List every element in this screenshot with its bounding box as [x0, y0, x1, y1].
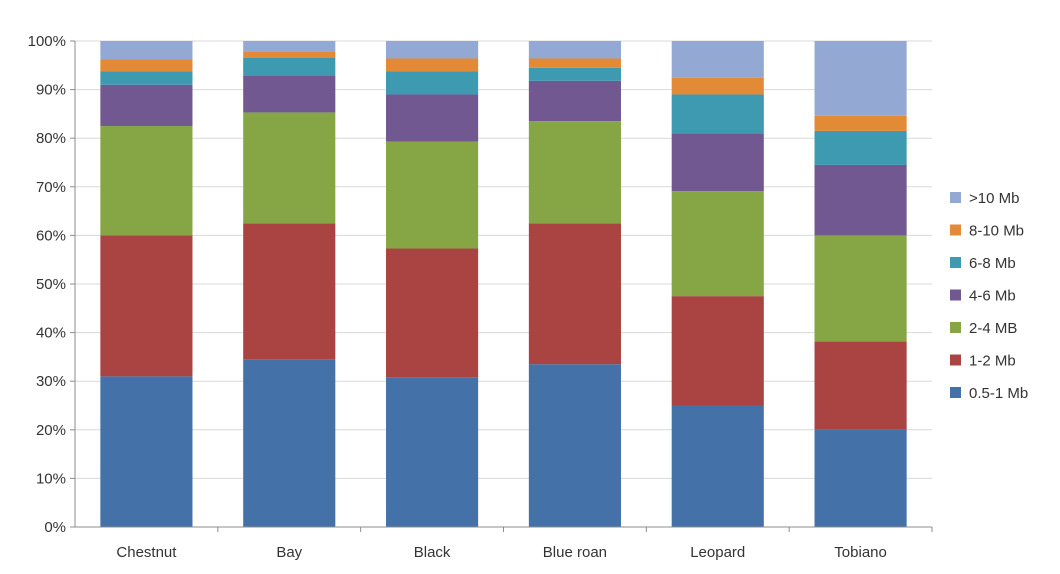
legend-swatch-4-6-mb — [950, 289, 961, 301]
bar-black-0-5-1-mb — [386, 377, 479, 527]
bar-blue-roan-6-8-mb — [528, 67, 621, 81]
bar-bay-8-10-mb — [243, 51, 336, 59]
axes: 0% 10% 20% 30% 40% 50% 60% 70% 80% 90% 100% Chestnu… — [28, 33, 933, 561]
y-tick-label: 20% — [36, 422, 66, 439]
legend-swatch-1-2-mb — [950, 354, 961, 366]
bar-blue-roan-4-6-mb — [528, 80, 621, 122]
legend-label-6-8-mb: 6-8 Mb — [969, 255, 1016, 272]
y-tick-label: 100% — [28, 33, 66, 50]
y-tick-label: 40% — [36, 325, 66, 342]
bar-tobiano-10-mb — [814, 41, 907, 116]
bar-tobiano-8-10-mb — [814, 115, 907, 131]
legend-label-10-mb: >10 Mb — [969, 190, 1019, 207]
bar-blue-roan-1-2-mb — [528, 223, 621, 365]
legend-swatch-0-5-1-mb — [950, 387, 961, 398]
x-tick-label-black: Black — [414, 544, 451, 561]
x-tick-label-leopard: Leopard — [690, 544, 745, 561]
bar-black-8-10-mb — [386, 58, 479, 72]
legend-label-1-2-mb: 1-2 Mb — [969, 353, 1016, 370]
x-tick-label-chestnut: Chestnut — [116, 544, 177, 561]
legend-swatch-10-mb — [950, 192, 961, 203]
legend-label-4-6-mb: 4-6 Mb — [969, 288, 1016, 305]
bar-leopard-4-6-mb — [671, 133, 764, 192]
bar-blue-roan-10-mb — [528, 41, 621, 59]
bar-bay-4-6-mb — [243, 75, 336, 113]
bar-leopard-8-10-mb — [671, 77, 764, 95]
y-tick-label: 30% — [36, 373, 66, 390]
x-tick-label-blue-roan: Blue roan — [543, 544, 607, 561]
y-tick-label: 0% — [44, 519, 66, 536]
bar-tobiano-4-6-mb — [814, 164, 907, 236]
y-tick-label: 50% — [36, 276, 66, 293]
bar-blue-roan-8-10-mb — [528, 58, 621, 68]
bar-chestnut-10-mb — [100, 41, 193, 60]
bar-chestnut-6-8-mb — [100, 71, 193, 85]
bar-chestnut-1-2-mb — [100, 235, 193, 377]
bar-chestnut-4-6-mb — [100, 84, 193, 127]
y-tick-label: 60% — [36, 227, 66, 244]
bar-bay-1-2-mb — [243, 223, 336, 360]
bar-black-2-4-mb — [386, 141, 479, 249]
bar-tobiano-6-8-mb — [814, 130, 907, 165]
bar-bay-2-4-mb — [243, 112, 336, 224]
bar-black-1-2-mb — [386, 248, 479, 378]
legend-swatch-2-4-mb — [950, 322, 961, 333]
bars — [100, 41, 907, 527]
bar-blue-roan-0-5-1-mb — [528, 364, 621, 527]
y-tick-label: 80% — [36, 130, 66, 147]
legend-label-2-4-mb: 2-4 MB — [969, 320, 1017, 337]
bar-chestnut-8-10-mb — [100, 59, 193, 72]
legend-label-0-5-1-mb: 0.5-1 Mb — [969, 385, 1028, 402]
bar-blue-roan-2-4-mb — [528, 121, 621, 224]
y-tick-label: 90% — [36, 82, 66, 99]
bar-tobiano-2-4-mb — [814, 235, 907, 342]
bar-leopard-6-8-mb — [671, 94, 764, 134]
legend-label-8-10-mb: 8-10 Mb — [969, 223, 1024, 240]
bar-chestnut-2-4-mb — [100, 126, 193, 236]
gridlines — [75, 40, 932, 479]
bar-tobiano-0-5-1-mb — [814, 429, 907, 527]
legend: >10 Mb 8-10 Mb 6-8 Mb 4-6 Mb 2-4 MB 1-2 Mb 0.5… — [950, 190, 1028, 402]
bar-black-4-6-mb — [386, 94, 479, 142]
bar-bay-10-mb — [243, 41, 336, 52]
bar-leopard-0-5-1-mb — [671, 405, 764, 527]
y-tick-label: 70% — [36, 179, 66, 196]
x-tick-label-bay: Bay — [276, 544, 302, 561]
bar-black-6-8-mb — [386, 71, 479, 95]
bar-leopard-1-2-mb — [671, 296, 764, 406]
bar-leopard-10-mb — [671, 41, 764, 78]
bar-black-10-mb — [386, 41, 479, 59]
bar-chestnut-0-5-1-mb — [100, 376, 193, 527]
legend-swatch-6-8-mb — [950, 257, 961, 268]
bar-bay-6-8-mb — [243, 58, 336, 76]
bar-tobiano-1-2-mb — [814, 341, 907, 430]
bar-leopard-2-4-mb — [671, 191, 764, 297]
y-tick-label: 10% — [36, 470, 66, 487]
legend-swatch-8-10-mb — [950, 224, 961, 236]
x-tick-label-tobiano: Tobiano — [834, 544, 887, 561]
bar-bay-0-5-1-mb — [243, 359, 336, 527]
